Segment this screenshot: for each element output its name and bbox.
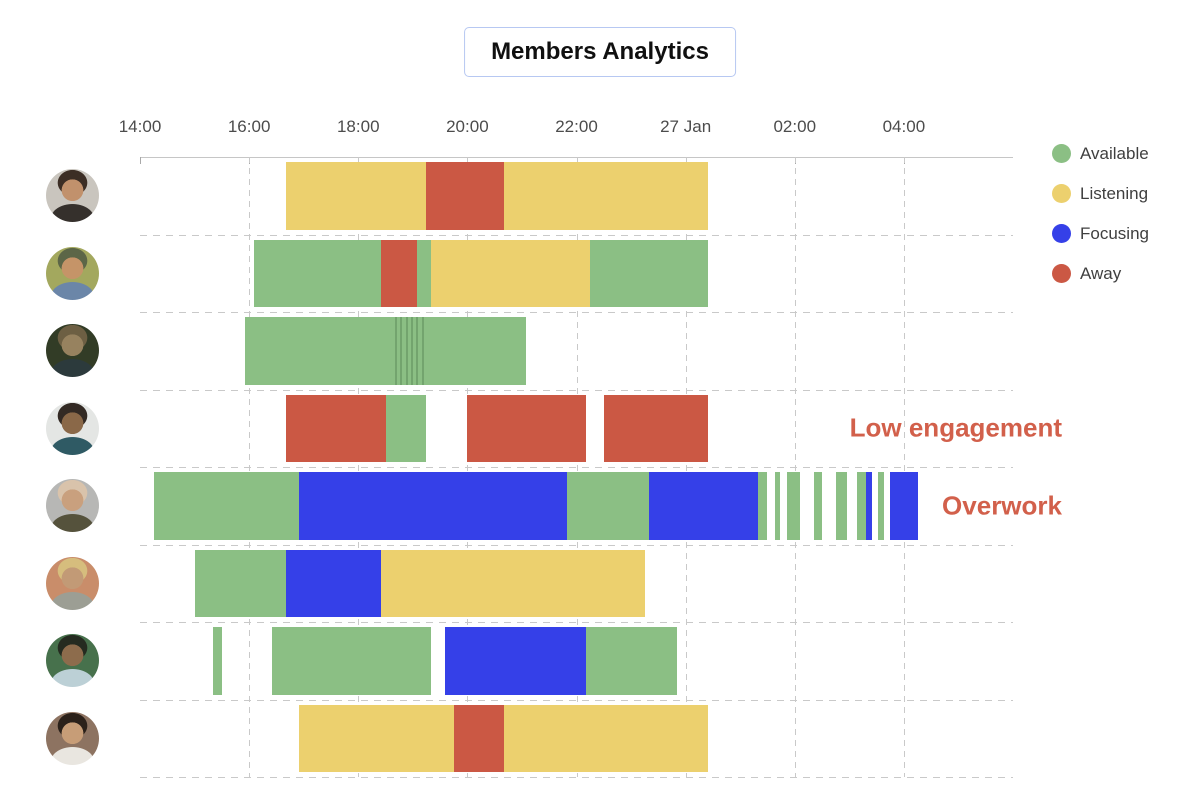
status-bar-listening[interactable] xyxy=(285,162,427,230)
status-bar-available[interactable] xyxy=(787,472,801,540)
member-avatar[interactable] xyxy=(46,556,99,610)
axis-tick-label: 02:00 xyxy=(773,117,817,136)
status-bar-focusing[interactable] xyxy=(890,472,918,540)
gridline-horizontal xyxy=(140,467,1013,468)
status-bar-focusing[interactable] xyxy=(865,472,873,540)
status-bar-focusing[interactable] xyxy=(299,472,568,540)
member-avatar[interactable] xyxy=(46,246,99,300)
segment-seam xyxy=(400,317,403,385)
axis-tick-label: 14:00 xyxy=(118,117,162,136)
status-bar-available[interactable] xyxy=(758,472,768,540)
axis-tick-label: 20:00 xyxy=(446,117,489,136)
legend-label: Focusing xyxy=(1080,223,1149,243)
member-avatar[interactable] xyxy=(46,711,99,765)
status-bar-available[interactable] xyxy=(856,472,866,540)
gridline-horizontal xyxy=(140,622,1013,623)
status-bar-available[interactable] xyxy=(774,472,781,540)
status-bar-available[interactable] xyxy=(417,239,431,307)
legend-label: Listening xyxy=(1080,183,1149,203)
status-bar-focusing[interactable] xyxy=(649,472,759,540)
gridline-horizontal xyxy=(140,544,1013,546)
legend-label: Away xyxy=(1080,263,1122,283)
gridline-horizontal xyxy=(140,777,1013,778)
status-bar-listening[interactable] xyxy=(503,704,709,772)
status-bar-listening[interactable] xyxy=(503,162,709,230)
legend-dot-available xyxy=(1052,144,1071,163)
status-bar-away[interactable] xyxy=(453,704,504,772)
status-bar-available[interactable] xyxy=(271,627,431,695)
legend-dot-away xyxy=(1052,264,1071,283)
annotation-low-engagement: Low engagement xyxy=(849,412,1062,443)
member-avatar[interactable] xyxy=(46,479,99,533)
axis-tick xyxy=(140,157,141,164)
axis-tick-label: 04:00 xyxy=(882,117,926,136)
legend-dot-listening xyxy=(1052,184,1071,203)
segment-seam xyxy=(394,317,397,385)
status-bar-available[interactable] xyxy=(153,472,300,540)
segment-seam xyxy=(410,317,413,385)
gridline-horizontal xyxy=(140,389,1013,391)
status-bar-available[interactable] xyxy=(835,472,847,540)
legend: Available Listening Focusing Away xyxy=(1052,140,1149,300)
status-bar-available[interactable] xyxy=(813,472,823,540)
status-bar-available[interactable] xyxy=(385,394,427,462)
status-bar-focusing[interactable] xyxy=(444,627,586,695)
legend-item-focusing[interactable]: Focusing xyxy=(1052,220,1149,247)
member-avatar[interactable] xyxy=(46,401,99,455)
status-bar-away[interactable] xyxy=(285,394,386,462)
status-bar-away[interactable] xyxy=(603,394,709,462)
member-avatar[interactable] xyxy=(46,169,99,223)
status-bar-away[interactable] xyxy=(380,239,418,307)
status-bar-listening[interactable] xyxy=(380,549,645,617)
member-avatar[interactable] xyxy=(46,634,99,688)
status-bar-listening[interactable] xyxy=(431,239,591,307)
gridline-horizontal xyxy=(140,312,1013,313)
status-bar-available[interactable] xyxy=(590,239,709,307)
status-bar-available[interactable] xyxy=(567,472,650,540)
segment-seam xyxy=(421,317,424,385)
status-bar-available[interactable] xyxy=(194,549,286,617)
status-bar-listening[interactable] xyxy=(299,704,454,772)
legend-item-listening[interactable]: Listening xyxy=(1052,180,1149,207)
axis-tick-label: 18:00 xyxy=(336,117,380,136)
segment-seam xyxy=(416,317,419,385)
legend-label: Available xyxy=(1080,143,1149,163)
gridline-horizontal xyxy=(140,699,1013,701)
legend-item-away[interactable]: Away xyxy=(1052,260,1149,287)
status-bar-available[interactable] xyxy=(212,627,222,695)
legend-item-available[interactable]: Available xyxy=(1052,140,1149,167)
status-bar-away[interactable] xyxy=(426,162,504,230)
status-bar-available[interactable] xyxy=(878,472,884,540)
member-avatar[interactable] xyxy=(46,324,99,378)
gridline-horizontal xyxy=(140,234,1013,236)
status-bar-focusing[interactable] xyxy=(285,549,381,617)
segment-seam xyxy=(405,317,408,385)
annotation-overwork: Overwork xyxy=(942,490,1062,521)
status-bar-available[interactable] xyxy=(585,627,677,695)
status-bar-available[interactable] xyxy=(253,239,381,307)
axis-tick-label: 16:00 xyxy=(227,117,271,136)
axis-tick-label: 27 Jan xyxy=(660,117,712,136)
page-title: Members Analytics xyxy=(464,27,736,77)
legend-dot-focusing xyxy=(1052,224,1071,243)
status-bar-away[interactable] xyxy=(467,394,586,462)
axis-tick-label: 22:00 xyxy=(555,117,598,136)
status-bar-available[interactable] xyxy=(244,317,527,385)
